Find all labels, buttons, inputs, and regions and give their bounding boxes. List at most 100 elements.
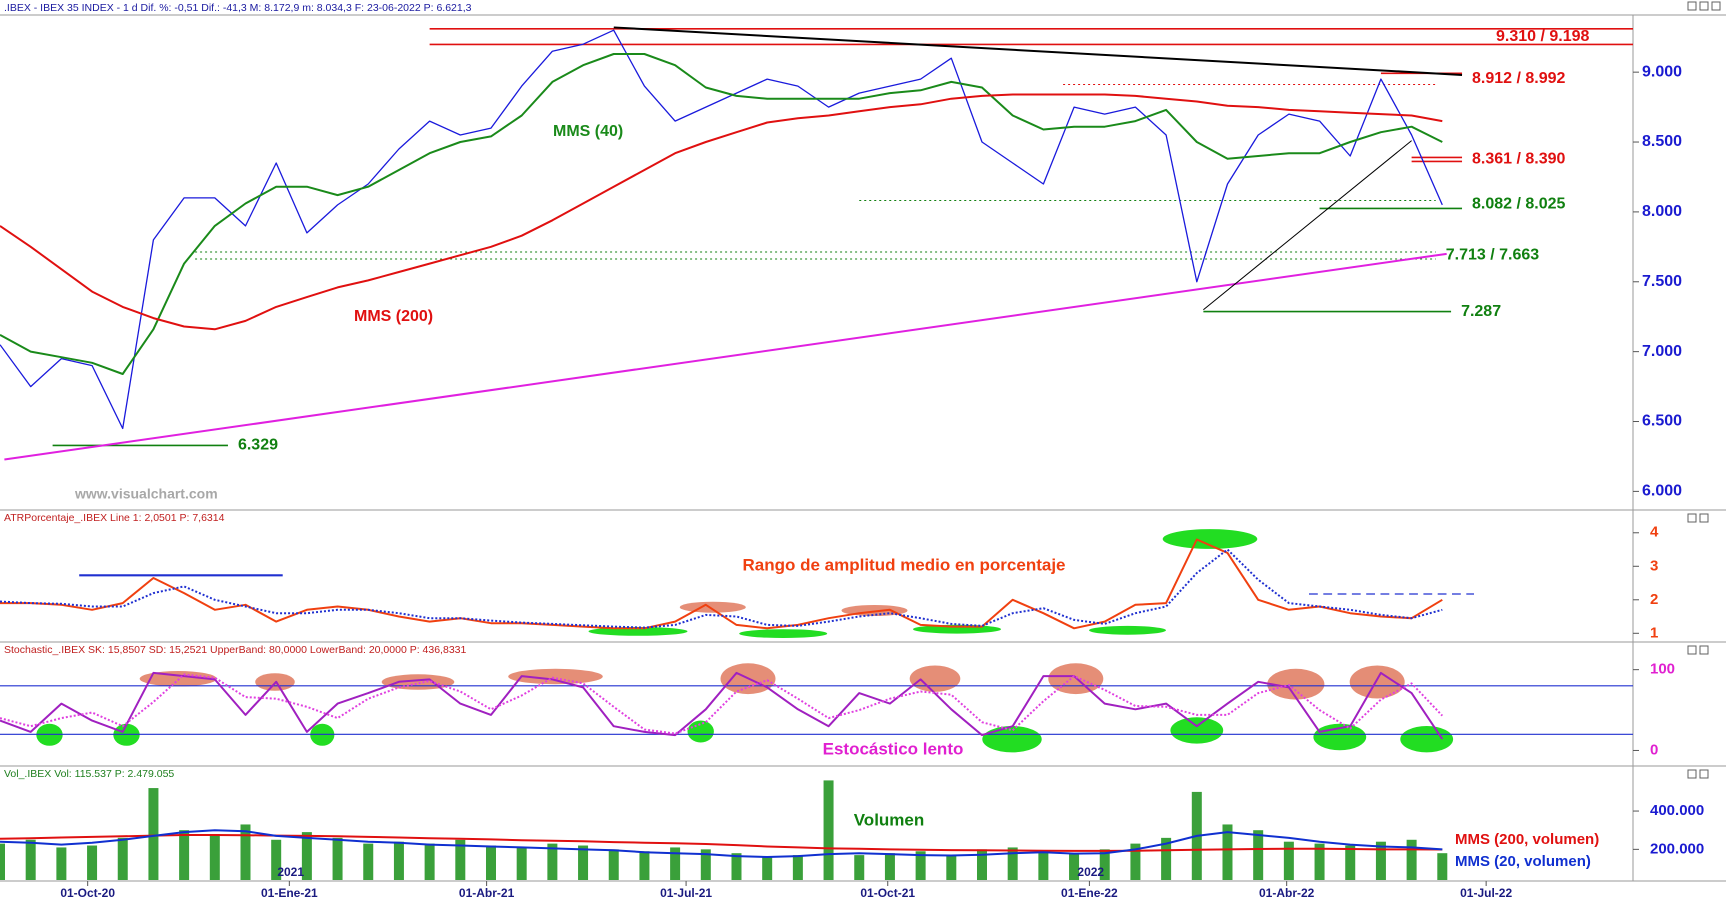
window-control[interactable] bbox=[1687, 513, 1697, 523]
x-tick-label: 01-Jul-22 bbox=[1460, 886, 1512, 900]
series-line bbox=[0, 834, 1443, 852]
y-tick-label: 0 bbox=[1650, 741, 1658, 758]
x-tick-label: 01-Jul-21 bbox=[660, 886, 712, 900]
y-tick-label: 6.500 bbox=[1642, 413, 1682, 430]
volume-bar bbox=[1375, 841, 1386, 880]
annotation: Volumen bbox=[854, 810, 925, 829]
year-label: 2022 bbox=[1077, 865, 1104, 879]
volume-bar bbox=[455, 839, 466, 880]
y-tick-label: 2 bbox=[1650, 591, 1658, 608]
volume-bar bbox=[1314, 843, 1325, 880]
series-line bbox=[0, 829, 1443, 858]
volume-bar bbox=[56, 847, 67, 880]
series-label: MMS (200, volumen) bbox=[1455, 831, 1599, 848]
volume-bar bbox=[1007, 847, 1018, 880]
y-tick-label: 200.000 bbox=[1650, 840, 1704, 857]
volume-bar bbox=[301, 832, 312, 880]
volume-bar bbox=[946, 855, 957, 880]
window-control[interactable] bbox=[1699, 1, 1709, 11]
window-control[interactable] bbox=[1699, 513, 1709, 523]
window-control[interactable] bbox=[1699, 769, 1709, 779]
window-control[interactable] bbox=[1687, 769, 1697, 779]
y-tick-label: 9.000 bbox=[1642, 63, 1682, 80]
window-control[interactable] bbox=[1687, 645, 1697, 655]
watermark: www.visualchart.com bbox=[74, 486, 218, 502]
y-tick-label: 6.000 bbox=[1642, 483, 1682, 500]
volume-bar bbox=[1069, 853, 1080, 880]
series-label: MMS (200) bbox=[354, 308, 433, 325]
volume-bar bbox=[1099, 849, 1110, 880]
volume-bar bbox=[179, 830, 190, 880]
green-highlights bbox=[36, 529, 1454, 753]
volume-bar bbox=[884, 853, 895, 880]
volume-bar bbox=[148, 788, 159, 880]
y-tick-label: 3 bbox=[1650, 557, 1658, 574]
y-tick-label: 1 bbox=[1650, 624, 1658, 641]
volume-bar bbox=[424, 843, 435, 880]
volume-bar bbox=[332, 837, 343, 880]
highlight bbox=[1089, 625, 1166, 635]
window-controls bbox=[1687, 1, 1721, 779]
highlight bbox=[1400, 726, 1454, 753]
volume-bar bbox=[1161, 837, 1172, 880]
panel-title: Vol_.IBEX Vol: 115.537 P: 2.479.055 bbox=[4, 768, 174, 780]
highlight bbox=[1349, 665, 1405, 699]
year-label: 2021 bbox=[277, 865, 304, 879]
volume-bar bbox=[1222, 824, 1233, 880]
level-label: 8.082 / 8.025 bbox=[1472, 196, 1566, 213]
level-label: 6.329 bbox=[238, 437, 278, 454]
y-tick-label: 4 bbox=[1650, 524, 1659, 541]
y-tick-label: 400.000 bbox=[1650, 802, 1704, 819]
volume-bar bbox=[915, 851, 926, 880]
highlight bbox=[679, 601, 746, 613]
volume-bar bbox=[271, 839, 282, 880]
x-tick-label: 01-Ene-21 bbox=[261, 886, 318, 900]
annotation: Rango de amplitud medio en porcentaje bbox=[742, 555, 1065, 574]
x-tick-label: 01-Abr-22 bbox=[1259, 886, 1315, 900]
volume-bar bbox=[485, 845, 496, 880]
level-label: 8.912 / 8.992 bbox=[1472, 70, 1566, 87]
volume-bar bbox=[976, 849, 987, 880]
volume-bar bbox=[670, 847, 681, 880]
volume-bar bbox=[1038, 851, 1049, 880]
highlight bbox=[982, 726, 1042, 753]
series-label: MMS (20, volumen) bbox=[1455, 853, 1591, 870]
highlight bbox=[1170, 717, 1224, 744]
series-line bbox=[0, 673, 1444, 735]
trendline bbox=[1203, 140, 1412, 311]
series-line bbox=[0, 538, 1443, 630]
volume-bar bbox=[87, 845, 98, 880]
window-control[interactable] bbox=[1699, 645, 1709, 655]
panel-frames bbox=[0, 14, 1726, 882]
volume-bar bbox=[547, 843, 558, 880]
volume-bar bbox=[731, 853, 742, 880]
window-control[interactable] bbox=[1711, 1, 1721, 11]
panel-title: ATRPorcentaje_.IBEX Line 1: 2,0501 P: 7,… bbox=[4, 512, 225, 524]
volume-bar bbox=[578, 845, 589, 880]
volume-bar bbox=[1130, 843, 1141, 880]
annotation: Estocástico lento bbox=[823, 739, 964, 758]
series-label: MMS (40) bbox=[553, 123, 623, 140]
level-label: 7.713 / 7.663 bbox=[1446, 247, 1540, 264]
highlight bbox=[381, 674, 455, 690]
volume-bar bbox=[363, 843, 374, 880]
highlight bbox=[739, 629, 828, 638]
window-control[interactable] bbox=[1687, 1, 1697, 11]
volume-bar bbox=[608, 849, 619, 880]
level-label: 7.287 bbox=[1461, 303, 1501, 320]
highlight bbox=[909, 665, 961, 692]
volume-bar bbox=[1283, 841, 1294, 880]
y-tick-label: 7.000 bbox=[1642, 343, 1682, 360]
volume-bar bbox=[516, 847, 527, 880]
panel-title: Stochastic_.IBEX SK: 15,8507 SD: 15,2521… bbox=[4, 644, 466, 656]
x-tick-label: 01-Ene-22 bbox=[1061, 886, 1118, 900]
series-line bbox=[0, 53, 1443, 375]
trendline bbox=[613, 26, 1463, 76]
volume-bar bbox=[639, 851, 650, 880]
volume-bar bbox=[700, 849, 711, 880]
volume-bar bbox=[1253, 830, 1264, 880]
y-tick-label: 8.500 bbox=[1642, 133, 1682, 150]
